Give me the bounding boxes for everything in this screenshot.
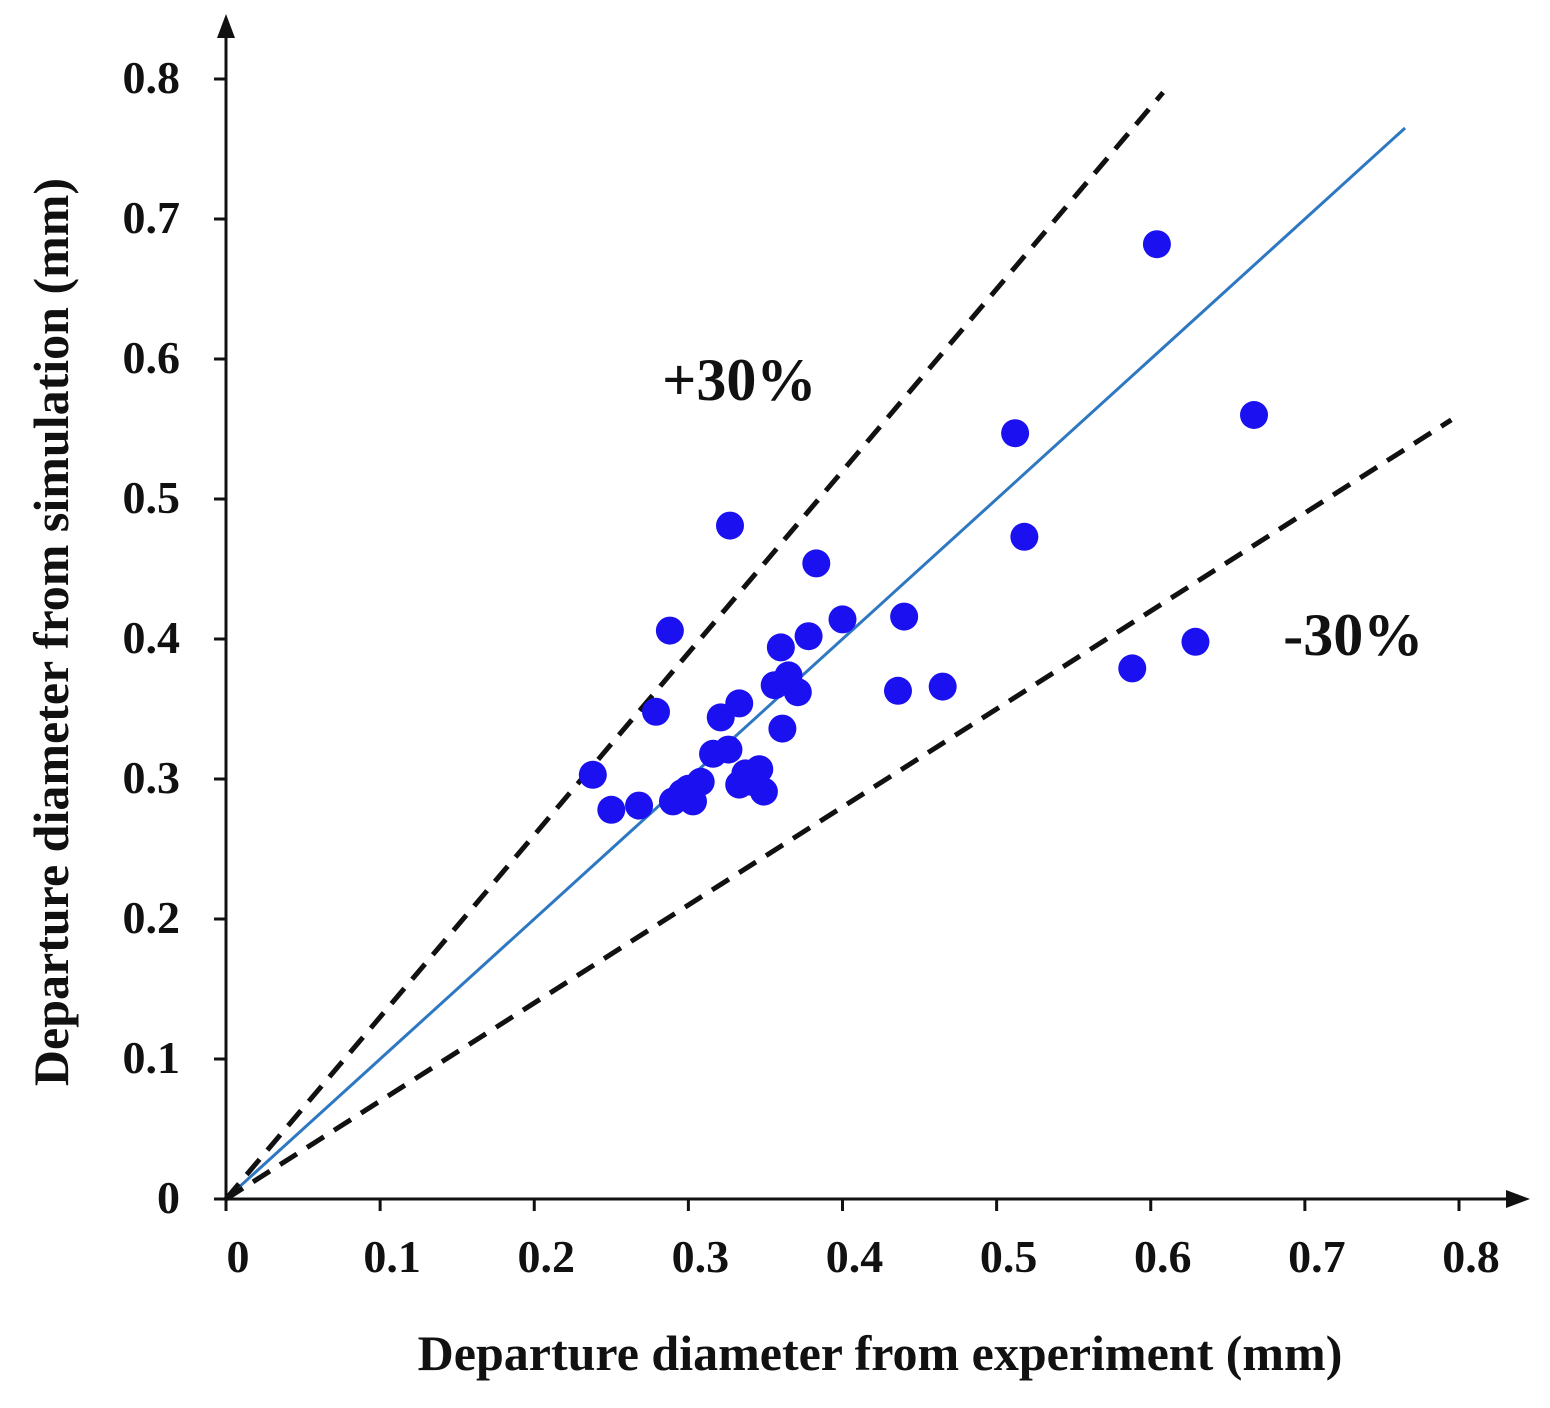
data-point [768, 714, 797, 743]
x-tick-label: 0.6 [1134, 1231, 1192, 1282]
data-point [749, 777, 778, 806]
data-points [578, 230, 1269, 824]
reference-line-parity [224, 126, 1407, 1201]
data-point [655, 616, 684, 645]
data-point [715, 511, 744, 540]
x-axis-arrow [1506, 1190, 1530, 1208]
data-point [686, 767, 715, 796]
data-point [725, 689, 754, 718]
data-point [1010, 522, 1039, 551]
x-tick-label: 0.5 [980, 1231, 1038, 1282]
data-point [714, 735, 743, 764]
y-tick-label: 0.7 [123, 192, 181, 243]
y-axis-title: Departure diameter from simulation (mm) [23, 178, 79, 1086]
data-point [928, 672, 957, 701]
data-point [1240, 401, 1269, 429]
data-point [794, 622, 823, 651]
x-tick-label: 0.4 [826, 1231, 884, 1282]
y-tick-label: 0.5 [123, 472, 181, 523]
data-point [890, 602, 919, 631]
data-point [625, 791, 654, 820]
x-axis-title: Departure diameter from experiment (mm) [418, 1325, 1343, 1381]
band-label-plus-30: +30% [662, 347, 816, 413]
reference-line-minus-30 [224, 417, 1453, 1202]
data-point [745, 755, 774, 784]
x-tick-label: 0.7 [1288, 1231, 1346, 1282]
x-tick-label: 0.3 [672, 1231, 730, 1282]
band-label-minus-30: -30% [1283, 602, 1423, 668]
y-tick-label: 0.8 [123, 52, 181, 103]
data-point [828, 605, 857, 634]
data-point [1142, 230, 1171, 259]
data-point [642, 697, 671, 726]
data-point [783, 678, 812, 707]
data-point [1118, 654, 1147, 683]
y-tick-label: 0.1 [123, 1032, 181, 1083]
x-tick-label: 0.1 [363, 1231, 421, 1282]
y-tick-label: 0 [157, 1172, 180, 1223]
y-tick-label: 0.6 [123, 332, 181, 383]
data-point [1001, 419, 1030, 448]
data-point [802, 549, 831, 578]
reference-line-plus-30 [224, 90, 1165, 1201]
axis-ticks: 0 0.1 0.2 0.3 0.4 0.5 0.6 0.7 0.8 0 0.1 0.2 0.3 0.4 0.… [123, 52, 1500, 1282]
x-tick-label: 0.2 [518, 1231, 576, 1282]
data-point [597, 795, 626, 824]
data-point [578, 760, 607, 789]
y-tick-label: 0.3 [123, 752, 181, 803]
reference-lines [224, 90, 1453, 1202]
data-point [1181, 627, 1210, 656]
data-point [766, 633, 795, 662]
y-tick-label: 0.4 [123, 612, 181, 663]
y-axis-arrow [217, 14, 235, 38]
x-tick-label: 0 [227, 1231, 250, 1282]
data-point [883, 676, 912, 705]
x-tick-label: 0.8 [1442, 1231, 1500, 1282]
band-labels: +30% -30% [662, 347, 1423, 668]
axes [217, 14, 1530, 1208]
y-tick-label: 0.2 [123, 892, 181, 943]
